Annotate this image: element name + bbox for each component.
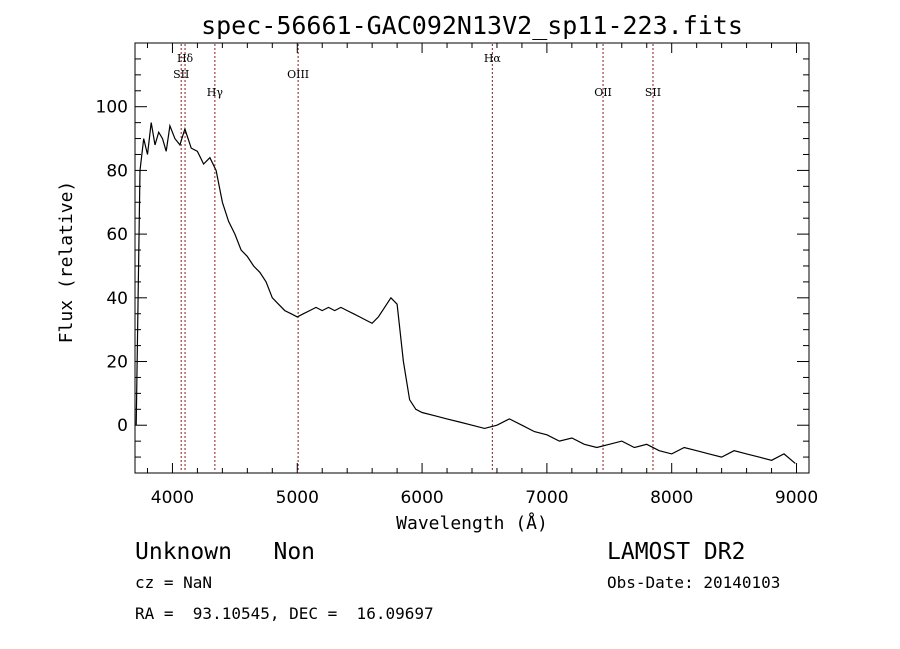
x-tick-label-0: 4000 bbox=[151, 488, 194, 508]
marker-label-1: SII bbox=[173, 68, 189, 81]
chart-title: spec-56661-GAC092N13V2_sp11-223.fits bbox=[201, 11, 743, 40]
marker-label-4: Hα bbox=[484, 52, 502, 65]
y-tick-label-4: 80 bbox=[106, 161, 128, 181]
y-tick-label-0: 0 bbox=[117, 416, 128, 436]
x-tick-label-5: 9000 bbox=[775, 488, 818, 508]
y-tick-label-5: 100 bbox=[96, 98, 128, 118]
observation-date: Obs-Date: 20140103 bbox=[607, 573, 781, 592]
marker-label-5: OII bbox=[594, 86, 612, 99]
x-tick-label-1: 5000 bbox=[276, 488, 319, 508]
x-tick-label-4: 8000 bbox=[650, 488, 693, 508]
spectrum-line-0 bbox=[135, 122, 796, 464]
y-tick-label-3: 60 bbox=[106, 225, 128, 245]
marker-label-0: Hδ bbox=[177, 52, 194, 65]
x-tick-label-2: 6000 bbox=[400, 488, 443, 508]
y-tick-label-1: 20 bbox=[106, 353, 128, 373]
marker-label-2: Hγ bbox=[207, 86, 224, 99]
marker-label-3: OIII bbox=[287, 68, 309, 81]
y-tick-label-2: 40 bbox=[106, 289, 128, 309]
coordinates: RA = 93.10545, DEC = 16.09697 bbox=[135, 604, 434, 623]
plot-frame bbox=[134, 42, 810, 474]
redshift-value: cz = NaN bbox=[135, 573, 213, 592]
object-class: Unknown Non bbox=[135, 539, 316, 565]
x-axis-label: Wavelength (Å) bbox=[396, 512, 548, 534]
axis-ticks: 4000 5000 6000 7000 8000 9000 0 20 40 60 80 100 bbox=[96, 43, 818, 508]
survey-name: LAMOST DR2 bbox=[607, 539, 746, 565]
spectrum-series bbox=[135, 122, 796, 464]
x-tick-label-3: 7000 bbox=[525, 488, 568, 508]
y-axis-label: Flux (relative) bbox=[56, 181, 77, 344]
marker-label-6: SII bbox=[645, 86, 661, 99]
line-markers: Hδ SII Hγ OIII Hα OII SII bbox=[173, 44, 661, 472]
